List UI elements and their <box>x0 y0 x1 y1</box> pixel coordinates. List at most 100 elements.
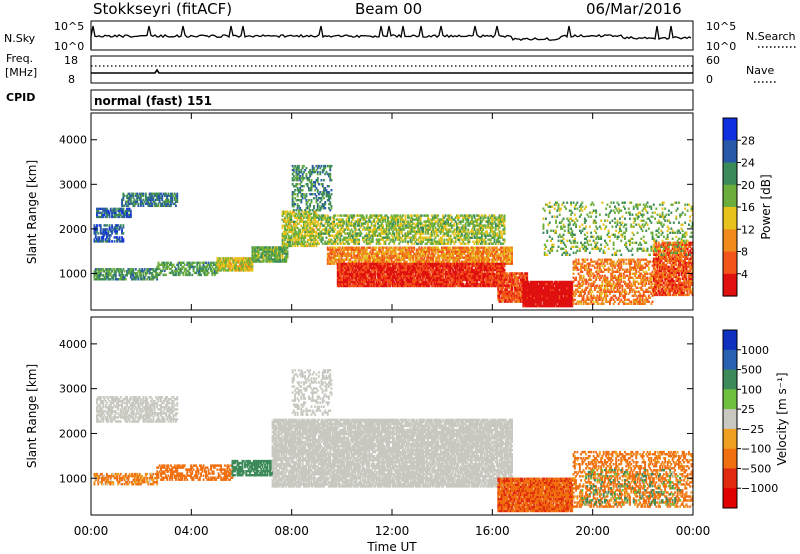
data-cell <box>108 213 111 217</box>
data-cell <box>324 214 327 217</box>
data-cell <box>319 209 322 212</box>
data-cell <box>355 248 358 251</box>
data-cell <box>160 263 162 266</box>
data-cell <box>339 276 342 280</box>
data-cell <box>498 216 501 219</box>
data-cell <box>221 261 224 264</box>
data-cell <box>476 252 478 255</box>
data-cell <box>266 250 269 253</box>
data-cell <box>346 254 349 257</box>
data-cell <box>493 232 496 235</box>
data-cell <box>149 198 152 201</box>
data-cell <box>279 246 281 249</box>
data-cell <box>335 250 338 253</box>
data-cell <box>132 196 135 199</box>
data-cell <box>439 222 442 225</box>
data-cell <box>309 242 312 246</box>
data-cell <box>503 232 506 235</box>
data-cell <box>339 264 342 268</box>
data-cell <box>314 240 317 244</box>
data-cell <box>392 218 394 221</box>
data-cell <box>503 230 506 233</box>
data-cell <box>344 252 347 255</box>
data-cell <box>340 262 343 266</box>
data-cell <box>132 274 135 277</box>
data-cell <box>108 236 111 239</box>
data-cell <box>472 254 475 257</box>
data-cell <box>336 278 339 282</box>
data-cell <box>98 278 101 281</box>
data-cell <box>368 220 371 223</box>
data-cell <box>287 220 290 223</box>
data-cell <box>493 240 496 243</box>
data-cell <box>220 263 223 266</box>
data-cell <box>430 214 433 217</box>
data-cell <box>300 218 303 221</box>
data-cell <box>203 271 206 275</box>
data-cell <box>261 256 264 259</box>
data-cell <box>377 216 379 219</box>
data-cell <box>339 282 342 286</box>
data-cell <box>318 218 320 221</box>
data-cell <box>141 200 144 203</box>
data-cell <box>170 196 172 199</box>
data-cell <box>476 224 478 227</box>
data-cell <box>285 244 288 248</box>
data-cell <box>417 222 419 225</box>
data-cell <box>368 216 371 219</box>
data-cell <box>424 238 427 241</box>
data-cell <box>203 273 206 277</box>
data-cell <box>218 263 221 266</box>
data-cell <box>430 254 433 257</box>
data-cell <box>405 220 408 223</box>
data-cell <box>127 200 130 203</box>
data-cell <box>394 238 397 241</box>
data-cell <box>319 238 322 241</box>
data-cell <box>397 232 399 235</box>
data-cell <box>161 198 164 201</box>
data-cell <box>359 256 362 259</box>
data-cell <box>392 254 394 257</box>
data-cell <box>483 256 486 259</box>
data-cell <box>299 218 302 221</box>
data-cell <box>341 272 344 276</box>
data-cell <box>433 234 436 237</box>
data-cell <box>128 198 131 201</box>
data-cell <box>249 265 251 268</box>
data-cell <box>459 236 462 239</box>
data-cell <box>153 192 156 195</box>
data-cell <box>310 226 313 230</box>
data-cell <box>502 258 505 261</box>
data-cell <box>301 244 304 248</box>
data-cell <box>373 254 376 257</box>
data-cell <box>289 210 292 213</box>
data-cell <box>402 220 404 223</box>
data-cell <box>442 234 445 237</box>
data-cell <box>330 250 333 253</box>
data-cell <box>447 230 450 233</box>
data-cell <box>222 259 225 262</box>
data-cell <box>324 201 327 204</box>
data-cell <box>304 220 307 223</box>
data-cell <box>308 238 310 242</box>
data-cell <box>384 220 387 223</box>
data-cell <box>301 164 304 168</box>
data-cell <box>306 220 309 223</box>
data-cell <box>366 224 369 227</box>
data-cell <box>458 248 461 251</box>
data-cell <box>108 274 111 277</box>
data-cell <box>108 240 111 243</box>
data-cell <box>295 209 298 212</box>
data-cell <box>279 252 281 255</box>
data-cell <box>433 246 436 249</box>
data-cell <box>229 261 231 264</box>
data-cell <box>136 274 139 277</box>
data-cell <box>366 258 369 261</box>
data-cell <box>383 218 386 221</box>
data-cell <box>384 236 387 239</box>
data-cell <box>424 222 427 225</box>
data-cell <box>345 248 348 251</box>
data-cell <box>491 216 493 219</box>
data-cell <box>399 222 402 225</box>
